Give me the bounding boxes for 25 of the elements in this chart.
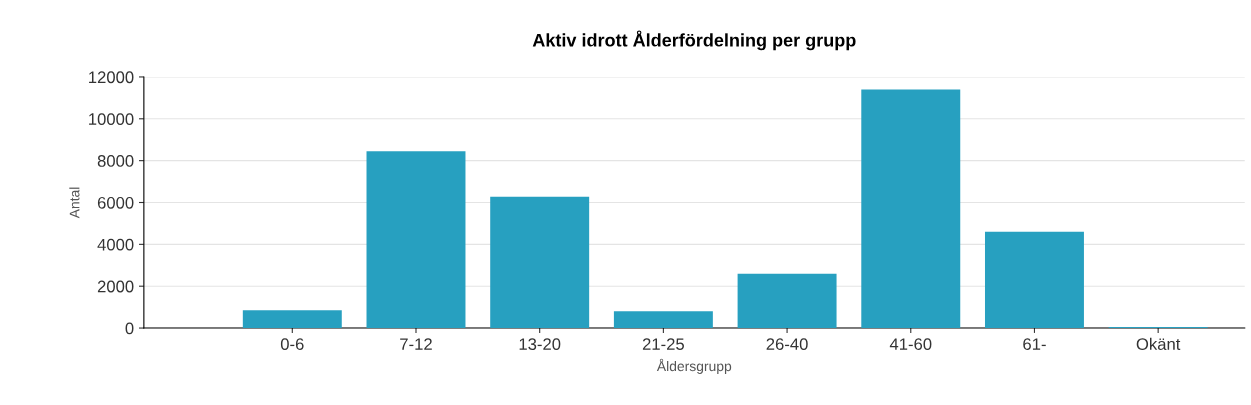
bar — [242, 310, 342, 329]
chart-title: Aktiv idrott Ålderfördelning per grupp — [532, 30, 856, 51]
x-axis-title: Åldersgrupp — [656, 358, 732, 374]
y-tick-label: 12000 — [89, 71, 134, 84]
bar — [490, 196, 590, 329]
y-axis-title: Antal — [69, 187, 80, 219]
x-tick-label: 26-40 — [766, 338, 808, 351]
x-tick-label: 7-12 — [400, 338, 432, 350]
y-tick-label: 2000 — [97, 280, 134, 293]
y-tick-label: 8000 — [97, 155, 134, 167]
y-tick-label: 10000 — [89, 113, 134, 125]
x-tick-label: 0-6 — [280, 338, 304, 351]
y-tick-label: 4000 — [97, 238, 134, 251]
x-tick-label: Okänt — [1136, 337, 1181, 351]
bar — [366, 151, 466, 329]
bar — [737, 273, 837, 329]
x-tick-label: 13-20 — [519, 338, 561, 351]
x-tick-label: 61- — [1023, 338, 1046, 351]
x-tick-label: 41-60 — [889, 338, 932, 351]
bar — [613, 311, 713, 329]
y-tick-label: 6000 — [97, 196, 134, 209]
x-tick-label: 21-25 — [642, 338, 684, 351]
bar — [861, 89, 961, 329]
bar — [984, 231, 1084, 329]
y-tick-label: 0 — [125, 322, 134, 335]
